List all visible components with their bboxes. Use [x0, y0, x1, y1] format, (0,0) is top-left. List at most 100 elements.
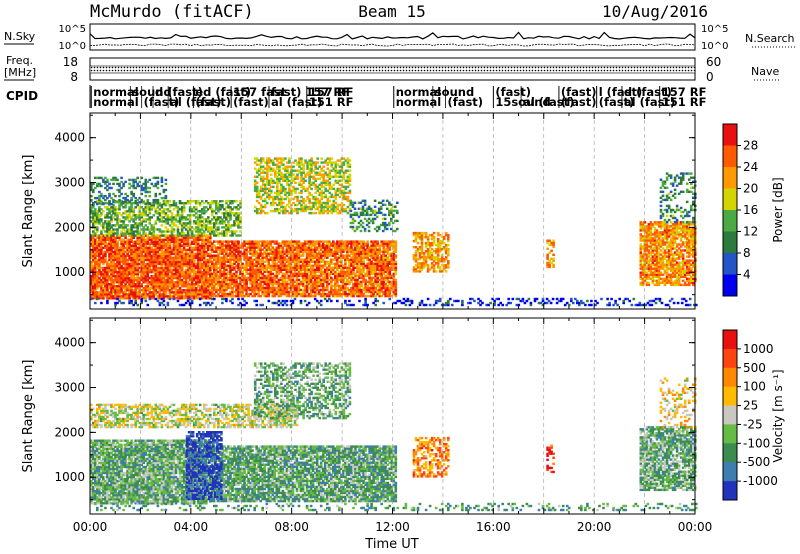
power-data-cell: [184, 285, 188, 288]
power-data-cell: [376, 264, 379, 267]
power-data-cell: [180, 212, 184, 215]
power-data-cell: [122, 226, 125, 229]
power-data-cell: [110, 238, 113, 241]
power-data-cell: [283, 240, 287, 243]
power-data-cell: [380, 290, 383, 294]
power-data-cell: [305, 280, 309, 284]
power-data-cell: [372, 246, 375, 249]
power-data-cell: [217, 226, 220, 229]
power-data-cell: [243, 254, 246, 257]
power-data-cell: [229, 230, 232, 233]
power-data-cell: [352, 242, 355, 245]
power-data-cell: [96, 278, 99, 282]
power-data-cell: [172, 268, 176, 272]
power-data-cell: [374, 278, 377, 282]
power-data-cell: [307, 242, 311, 245]
power-data-cell: [225, 284, 228, 288]
power-data-cell: [384, 250, 387, 253]
power-data-cell: [293, 270, 297, 274]
power-data-cell: [253, 282, 256, 286]
power-data-cell: [251, 252, 254, 255]
power-data-cell: [374, 270, 377, 274]
power-data-cell: [253, 280, 256, 284]
power-data-cell: [120, 234, 123, 237]
power-data-cell: [192, 242, 196, 245]
power-data-cell: [227, 286, 230, 290]
power-data-cell: [376, 282, 379, 286]
power-data-cell: [176, 240, 180, 243]
power-data-cell: [390, 286, 394, 290]
power-data-cell: [334, 282, 337, 286]
power-data-cell: [291, 244, 295, 247]
power-data-cell: [200, 276, 204, 280]
power-data-cell: [156, 206, 160, 209]
power-data-cell: [251, 270, 254, 274]
power-data-cell: [180, 206, 184, 209]
power-data-cell: [104, 198, 107, 202]
power-data-cell: [128, 297, 131, 300]
power-data-cell: [102, 272, 105, 276]
power-data-cell: [134, 283, 137, 286]
power-data-cell: [348, 272, 351, 276]
power-data-cell: [108, 244, 111, 247]
power-data-cell: [332, 278, 335, 282]
power-data-cell: [273, 254, 277, 257]
power-data-cell: [221, 252, 224, 255]
power-data-cell: [126, 270, 129, 274]
power-data-cell: [299, 274, 303, 278]
power-data-cell: [233, 272, 236, 276]
power-data-cell: [160, 258, 164, 262]
power-data-cell: [148, 276, 152, 280]
power-data-cell: [207, 240, 210, 243]
power-data-cell: [166, 242, 170, 245]
power-data-cell: [311, 240, 315, 243]
power-data-cell: [110, 272, 113, 276]
power-data-cell: [307, 256, 311, 259]
power-data-cell: [211, 202, 214, 205]
power-data-cell: [104, 254, 107, 258]
power-data-cell: [174, 204, 178, 207]
power-data-cell: [227, 254, 230, 257]
power-data-cell: [196, 293, 200, 296]
power-data-cell: [273, 252, 277, 255]
power-data-cell: [176, 297, 180, 300]
power-data-cell: [116, 232, 119, 235]
power-data-cell: [96, 212, 99, 215]
power-data-cell: [202, 254, 206, 258]
power-data-cell: [194, 274, 198, 278]
power-data-cell: [271, 252, 275, 255]
power-data-cell: [166, 297, 170, 300]
power-data-cell: [144, 272, 148, 276]
power-data-cell: [358, 246, 361, 249]
power-data-cell: [277, 268, 281, 271]
power-data-cell: [303, 276, 307, 280]
power-data-cell: [251, 264, 254, 267]
power-data-cell: [295, 276, 299, 280]
power-data-cell: [104, 283, 107, 286]
power-data-cell: [239, 200, 242, 203]
power-data-cell: [138, 262, 141, 266]
power-data-cell: [281, 242, 285, 245]
power-data-cell: [257, 276, 260, 280]
power-data-cell: [269, 276, 273, 280]
power-data-cell: [283, 284, 287, 288]
power-data-cell: [313, 240, 317, 243]
power-data-cell: [192, 246, 196, 250]
power-data-cell: [138, 242, 141, 245]
power-data-cell: [323, 274, 327, 278]
power-data-cell: [192, 258, 196, 262]
power-data-cell: [336, 278, 339, 282]
power-data-cell: [225, 282, 228, 286]
power-data-cell: [239, 286, 242, 290]
power-data-cell: [138, 232, 141, 235]
power-data-cell: [168, 285, 172, 288]
power-data-cell: [394, 268, 398, 271]
power-data-cell: [233, 248, 236, 251]
power-data-cell: [301, 288, 305, 292]
power-data-cell: [235, 220, 238, 223]
power-data-cell: [370, 244, 373, 247]
power-data-cell: [148, 250, 152, 254]
power-data-cell: [309, 244, 313, 247]
power-data-cell: [293, 252, 297, 255]
power-data-cell: [190, 232, 194, 235]
